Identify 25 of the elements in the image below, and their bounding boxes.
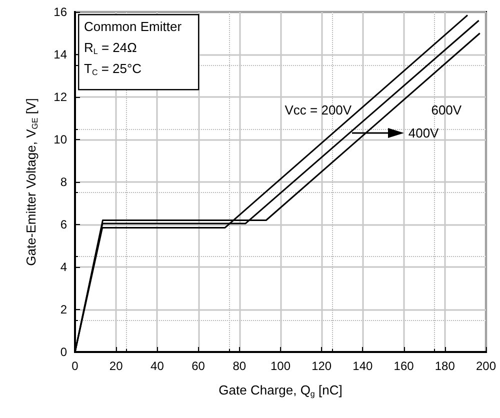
x-tick-label: 120 [312, 359, 332, 373]
x-tick-label: 140 [352, 359, 374, 373]
x-tick-label: 100 [270, 359, 291, 373]
series-label: 600V [431, 102, 462, 118]
y-tick-label: 8 [60, 175, 68, 189]
x-tick-label: 0 [72, 359, 79, 373]
x-tick-label: 180 [434, 359, 456, 373]
y-tick-label: 6 [60, 218, 68, 232]
y-tick-label: 10 [54, 132, 68, 146]
x-tick-label: 40 [150, 359, 164, 373]
y-axis-title: Gate-Emitter Voltage, VGE [V] [24, 98, 40, 266]
x-tick-label: 200 [476, 359, 496, 373]
y-tick-label: 14 [54, 48, 68, 62]
legend-label: 400V [408, 126, 440, 141]
x-tick-label: 60 [192, 359, 206, 373]
y-tick-label: 4 [60, 260, 68, 274]
x-tick-label: 80 [232, 359, 246, 373]
x-tick-label: 20 [109, 359, 124, 373]
y-tick-label: 2 [60, 302, 68, 316]
series-label: Vcc = 200V [284, 102, 352, 118]
annotation: Common Emitter [84, 19, 182, 34]
y-tick-label: 0 [60, 345, 68, 359]
y-tick-label: 16 [54, 5, 68, 19]
y-tick-label: 12 [54, 90, 68, 104]
x-tick-label: 160 [394, 359, 414, 373]
